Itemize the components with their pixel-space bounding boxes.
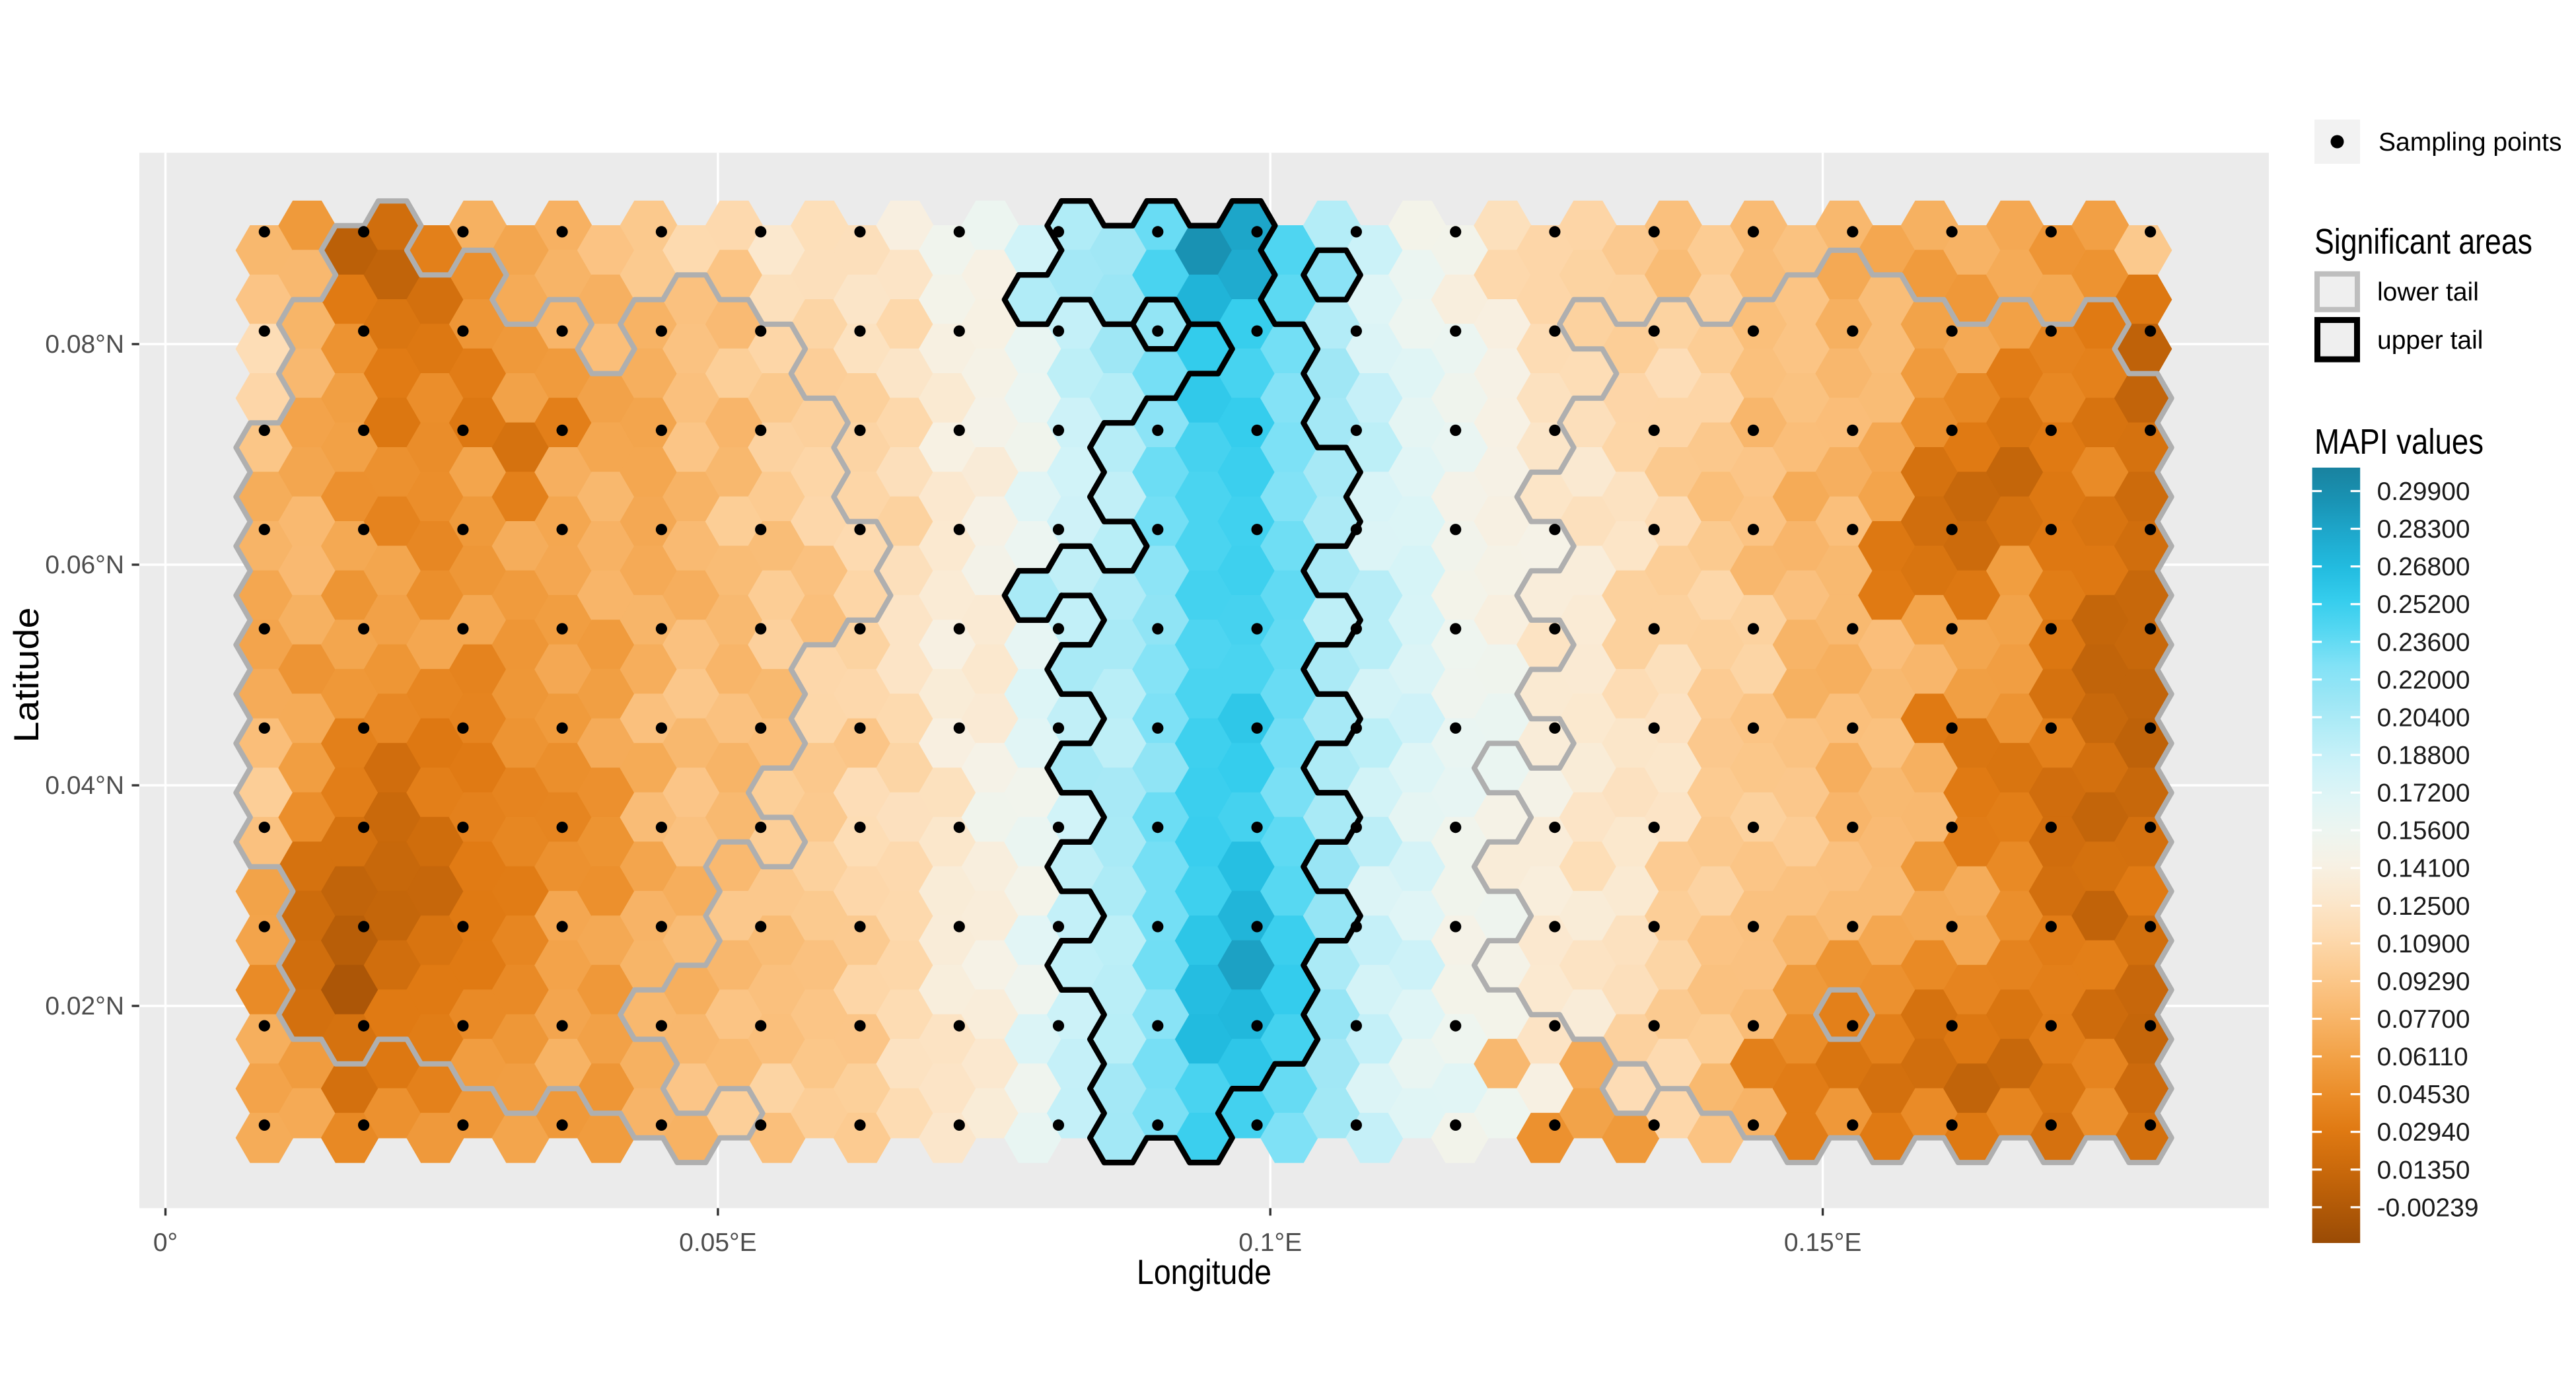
- svg-text:0°: 0°: [153, 1228, 178, 1257]
- svg-text:0.14100: 0.14100: [2377, 855, 2470, 883]
- svg-text:0.29900: 0.29900: [2377, 478, 2470, 506]
- svg-text:lower tail: lower tail: [2377, 278, 2479, 306]
- svg-text:0.15°E: 0.15°E: [1784, 1228, 1862, 1257]
- svg-text:0.07700: 0.07700: [2377, 1005, 2470, 1034]
- svg-text:0.10900: 0.10900: [2377, 930, 2470, 958]
- svg-text:0.26800: 0.26800: [2377, 553, 2470, 581]
- svg-text:0.22000: 0.22000: [2377, 666, 2470, 694]
- svg-text:0.12500: 0.12500: [2377, 892, 2470, 921]
- svg-text:0.01350: 0.01350: [2377, 1156, 2470, 1184]
- svg-text:0.09290: 0.09290: [2377, 968, 2470, 996]
- svg-text:0.05°E: 0.05°E: [679, 1228, 757, 1257]
- svg-text:0.02°N: 0.02°N: [45, 992, 124, 1020]
- svg-text:0.06°N: 0.06°N: [45, 551, 124, 579]
- svg-text:-0.00239: -0.00239: [2377, 1193, 2479, 1222]
- svg-text:0.04530: 0.04530: [2377, 1081, 2470, 1109]
- svg-text:upper tail: upper tail: [2377, 326, 2483, 355]
- svg-text:Longitude: Longitude: [1137, 1253, 1271, 1292]
- svg-text:0.1°E: 0.1°E: [1238, 1228, 1302, 1257]
- svg-text:0.28300: 0.28300: [2377, 515, 2470, 544]
- svg-text:Latitude: Latitude: [7, 608, 46, 743]
- svg-text:0.04°N: 0.04°N: [45, 771, 124, 800]
- svg-text:0.02940: 0.02940: [2377, 1118, 2470, 1147]
- svg-text:MAPI values: MAPI values: [2314, 422, 2484, 462]
- svg-text:0.06110: 0.06110: [2377, 1043, 2468, 1071]
- svg-text:0.08°N: 0.08°N: [45, 330, 124, 359]
- svg-text:0.23600: 0.23600: [2377, 628, 2470, 657]
- svg-text:0.18800: 0.18800: [2377, 742, 2470, 770]
- svg-text:0.20400: 0.20400: [2377, 703, 2470, 732]
- svg-text:0.25200: 0.25200: [2377, 590, 2470, 619]
- svg-text:0.15600: 0.15600: [2377, 817, 2470, 845]
- svg-text:0.17200: 0.17200: [2377, 779, 2470, 808]
- svg-text:Significant areas: Significant areas: [2314, 222, 2532, 262]
- svg-text:Sampling points: Sampling points: [2379, 128, 2562, 157]
